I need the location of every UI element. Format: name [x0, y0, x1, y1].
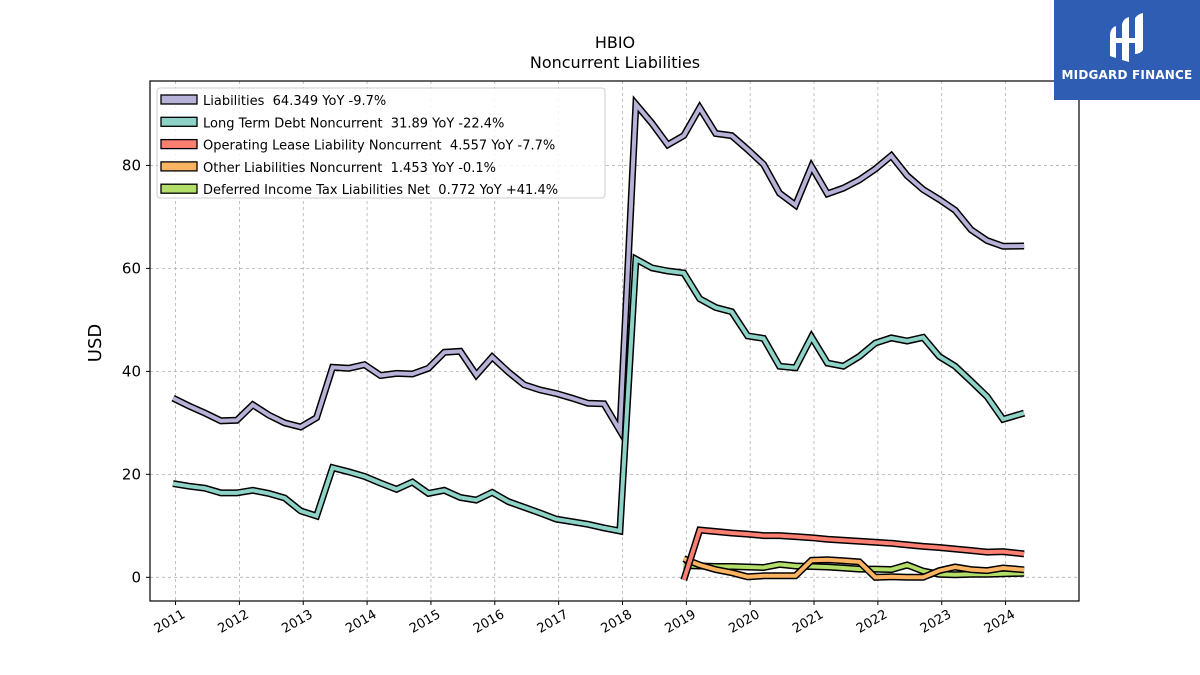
legend-swatch — [160, 138, 198, 150]
x-tick-label: 2022 — [854, 607, 890, 637]
legend-swatch — [160, 94, 198, 105]
series-line — [172, 255, 1025, 534]
legend-entry: Deferred Income Tax Liabilities Net 0.77… — [203, 183, 558, 198]
x-tick-label: 2012 — [216, 607, 252, 637]
series-line — [683, 556, 1025, 580]
brand-mark-icon — [1110, 13, 1143, 62]
x-tick-label: 2017 — [535, 607, 571, 637]
plot-frame — [149, 80, 1080, 602]
chart-subtitle: Noncurrent Liabilities — [529, 53, 701, 72]
x-tick-label: 2015 — [407, 607, 443, 637]
y-tick-label: 40 — [122, 362, 141, 380]
legend-swatch — [160, 183, 198, 194]
legend-entry: Liabilities 64.349 YoY -9.7% — [203, 94, 386, 109]
series-layer — [171, 95, 1026, 581]
x-tick-label: 2021 — [790, 607, 826, 637]
series-line — [683, 562, 1025, 577]
x-tick-label: 2019 — [662, 607, 698, 637]
y-tick-label: 20 — [122, 465, 141, 483]
y-axis-label: USD — [85, 324, 106, 362]
x-tick-label: 2023 — [918, 607, 954, 637]
series-outline — [172, 253, 1026, 536]
legend-box — [156, 87, 606, 199]
brand-name: MIDGARD FINANCE — [1061, 68, 1193, 82]
x-tick-label: 2011 — [152, 607, 188, 637]
legend-swatch — [160, 161, 198, 172]
legend: Liabilities 64.349 YoY -9.7% Long Term De… — [156, 87, 606, 199]
series-line — [172, 99, 1025, 438]
brand-logo: MIDGARD FINANCE — [1054, 0, 1200, 100]
x-tick-label: 2014 — [343, 607, 379, 637]
legend-entry: Long Term Debt Noncurrent 31.89 YoY -22.… — [203, 116, 504, 131]
legend-entry: Other Liabilities Noncurrent 1.453 YoY -… — [203, 161, 496, 176]
x-tick-label: 2016 — [471, 607, 507, 637]
y-tick-label: 80 — [122, 156, 141, 174]
chart-title: HBIO — [594, 33, 636, 52]
y-tick-label: 60 — [122, 259, 141, 277]
x-tick-label: 2020 — [726, 607, 762, 637]
legend-swatch — [160, 116, 198, 127]
y-tick-label: 0 — [131, 568, 141, 586]
x-tick-label: 2013 — [279, 607, 315, 637]
series-line — [681, 527, 1025, 581]
x-tick-label: 2024 — [982, 607, 1018, 637]
legend-entry: Operating Lease Liability Noncurrent 4.5… — [203, 139, 555, 154]
x-tick-label: 2018 — [599, 607, 635, 637]
axis-layer: 2011 2012 2013 2014 2015 2016 2017 2018 2019 2020… — [85, 156, 1018, 636]
